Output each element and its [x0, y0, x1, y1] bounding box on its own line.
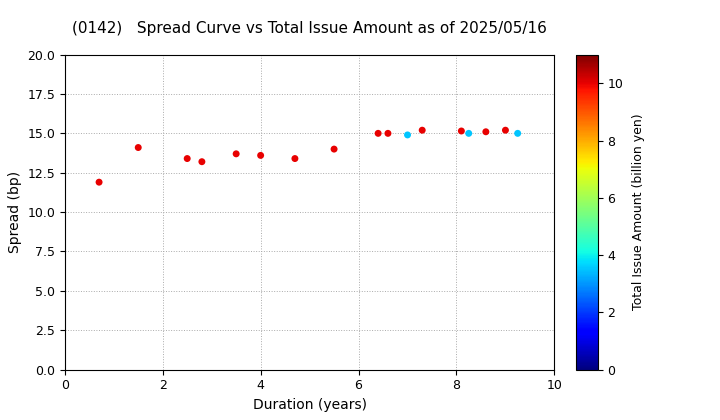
Point: [328, 146, 340, 152]
Point: [372, 130, 384, 137]
Point: [402, 131, 413, 138]
Point: [230, 150, 242, 157]
Point: [255, 152, 266, 159]
Point: [463, 130, 474, 137]
Y-axis label: Total Issue Amount (billion yen): Total Issue Amount (billion yen): [631, 114, 644, 310]
Y-axis label: Spread (bp): Spread (bp): [8, 171, 22, 253]
Point: [382, 130, 394, 137]
Point: [500, 127, 511, 134]
Point: [512, 130, 523, 137]
Point: [132, 144, 144, 151]
Text: (0142)   Spread Curve vs Total Issue Amount as of 2025/05/16: (0142) Spread Curve vs Total Issue Amoun…: [72, 21, 547, 36]
Point: [196, 158, 207, 165]
Point: [480, 129, 492, 135]
Point: [416, 127, 428, 134]
Point: [456, 128, 467, 134]
Point: [94, 179, 105, 186]
X-axis label: Duration (years): Duration (years): [253, 398, 366, 412]
Point: [289, 155, 301, 162]
Point: [181, 155, 193, 162]
